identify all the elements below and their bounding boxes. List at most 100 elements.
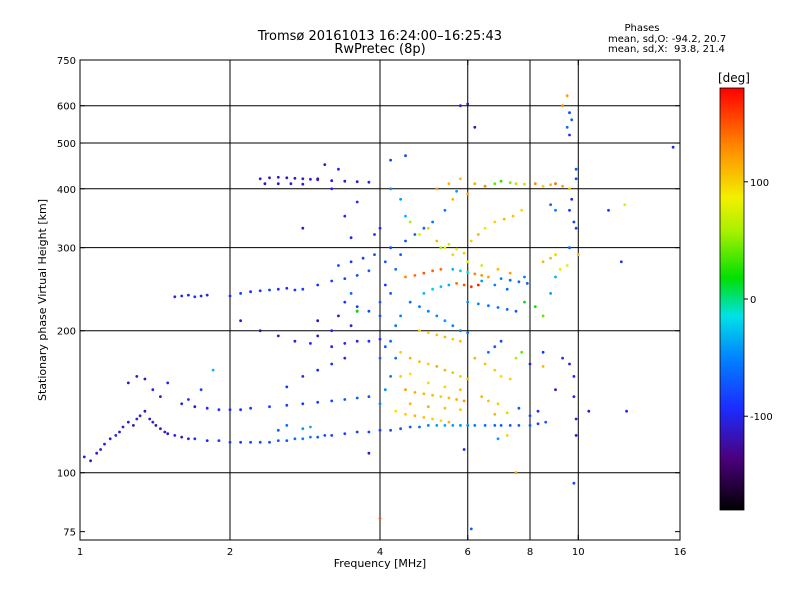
data-point	[487, 399, 490, 403]
x-tick-label: 16	[674, 547, 687, 558]
data-point	[466, 300, 470, 304]
data-point	[565, 94, 569, 98]
data-point	[394, 356, 398, 360]
data-point	[173, 295, 177, 299]
data-point	[574, 434, 578, 437]
data-point	[528, 414, 532, 418]
data-point	[554, 275, 557, 279]
data-point	[330, 434, 334, 437]
data-point	[330, 187, 334, 191]
data-point	[151, 388, 155, 392]
data-point	[426, 226, 430, 230]
data-point	[541, 260, 545, 264]
data-point	[480, 264, 484, 267]
data-point	[173, 434, 177, 437]
data-point	[572, 220, 576, 224]
data-point	[378, 517, 382, 520]
data-point	[361, 256, 365, 260]
data-point	[355, 430, 359, 434]
data-point	[418, 425, 421, 429]
data-point	[443, 385, 447, 389]
data-point	[508, 278, 512, 282]
data-point	[572, 481, 576, 485]
x-tick-label: 10	[572, 547, 585, 558]
data-point	[487, 350, 490, 354]
data-point	[408, 372, 412, 376]
data-point	[459, 329, 462, 333]
data-point	[389, 375, 392, 378]
data-point	[426, 362, 430, 366]
y-tick-label: 200	[57, 327, 76, 338]
data-point	[422, 271, 426, 275]
data-point	[193, 295, 197, 299]
data-point	[258, 177, 262, 181]
data-point	[496, 306, 500, 309]
data-point	[451, 253, 455, 256]
data-point	[249, 406, 253, 410]
data-point	[422, 416, 426, 419]
data-point	[508, 424, 512, 427]
data-point	[607, 208, 610, 212]
data-point	[574, 417, 578, 421]
data-point	[151, 420, 155, 424]
data-point	[193, 405, 197, 409]
data-point	[426, 424, 430, 427]
data-point	[355, 200, 359, 204]
data-point	[276, 428, 280, 432]
data-point	[330, 279, 334, 283]
data-point	[473, 424, 477, 427]
data-point	[343, 398, 347, 401]
data-point	[378, 428, 382, 432]
chart-title: Tromsø 20161013 16:24:00–16:25:43	[257, 29, 502, 44]
data-point	[330, 345, 334, 349]
data-point	[276, 439, 280, 442]
data-point	[574, 167, 578, 171]
data-point	[574, 177, 578, 181]
data-point	[330, 329, 334, 333]
data-point	[459, 104, 462, 108]
data-point	[355, 305, 359, 308]
data-point	[309, 425, 312, 429]
data-point	[466, 192, 470, 196]
data-point	[413, 274, 417, 277]
data-point	[570, 197, 574, 201]
data-point	[367, 395, 371, 398]
data-point	[408, 220, 412, 224]
data-point	[399, 427, 402, 431]
data-point	[138, 414, 142, 418]
data-point	[455, 247, 458, 251]
data-point	[480, 279, 484, 283]
data-point	[493, 345, 497, 349]
data-point	[367, 451, 371, 455]
colorbar-ticks: 100 0 -100	[744, 178, 773, 423]
data-point	[258, 440, 262, 444]
data-point	[163, 430, 167, 434]
grid-lines	[80, 60, 680, 540]
data-point	[455, 189, 458, 193]
data-point	[367, 180, 371, 184]
data-point	[459, 339, 462, 343]
y-tick-label: 100	[57, 469, 76, 480]
data-point	[565, 125, 569, 129]
data-point	[443, 368, 447, 372]
data-point	[114, 434, 118, 437]
data-point	[499, 375, 503, 378]
data-point	[187, 398, 190, 401]
data-point	[135, 417, 139, 421]
data-point	[466, 377, 470, 381]
data-point	[389, 187, 392, 191]
data-point	[343, 342, 347, 345]
data-point	[435, 333, 439, 337]
data-point	[528, 362, 532, 366]
data-point	[514, 471, 518, 475]
data-point	[337, 314, 340, 318]
data-point	[435, 239, 439, 243]
data-point	[439, 246, 443, 250]
x-axis-label: Frequency [MHz]	[334, 557, 426, 570]
data-point	[520, 208, 524, 212]
data-point	[355, 180, 359, 184]
data-point	[480, 274, 484, 277]
data-point	[82, 455, 86, 459]
data-point	[154, 424, 158, 427]
